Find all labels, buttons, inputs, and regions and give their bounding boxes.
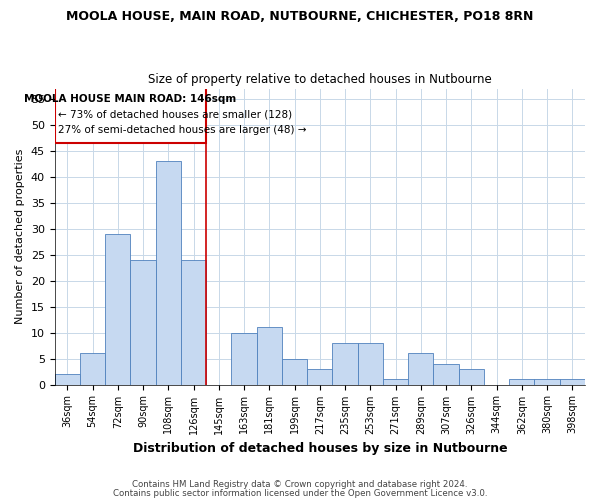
Bar [232, 332, 257, 384]
Bar [433, 364, 459, 384]
Text: Contains HM Land Registry data © Crown copyright and database right 2024.: Contains HM Land Registry data © Crown c… [132, 480, 468, 489]
Text: MOOLA HOUSE MAIN ROAD: 146sqm: MOOLA HOUSE MAIN ROAD: 146sqm [25, 94, 236, 104]
Bar [307, 369, 332, 384]
Bar [181, 260, 206, 384]
Bar [55, 374, 80, 384]
Text: Contains public sector information licensed under the Open Government Licence v3: Contains public sector information licen… [113, 488, 487, 498]
Bar [105, 234, 130, 384]
Bar [55, 86, 206, 143]
Bar [130, 260, 156, 384]
Text: ← 73% of detached houses are smaller (128): ← 73% of detached houses are smaller (12… [58, 110, 293, 120]
Bar [535, 380, 560, 384]
Bar [408, 354, 433, 384]
Bar [560, 380, 585, 384]
Bar [332, 343, 358, 384]
Bar [257, 328, 282, 384]
Y-axis label: Number of detached properties: Number of detached properties [15, 149, 25, 324]
X-axis label: Distribution of detached houses by size in Nutbourne: Distribution of detached houses by size … [133, 442, 507, 455]
Bar [80, 354, 105, 384]
Bar [509, 380, 535, 384]
Text: MOOLA HOUSE, MAIN ROAD, NUTBOURNE, CHICHESTER, PO18 8RN: MOOLA HOUSE, MAIN ROAD, NUTBOURNE, CHICH… [67, 10, 533, 23]
Bar [383, 380, 408, 384]
Bar [358, 343, 383, 384]
Bar [459, 369, 484, 384]
Title: Size of property relative to detached houses in Nutbourne: Size of property relative to detached ho… [148, 73, 492, 86]
Text: 27% of semi-detached houses are larger (48) →: 27% of semi-detached houses are larger (… [58, 125, 307, 135]
Bar [156, 162, 181, 384]
Bar [282, 358, 307, 384]
